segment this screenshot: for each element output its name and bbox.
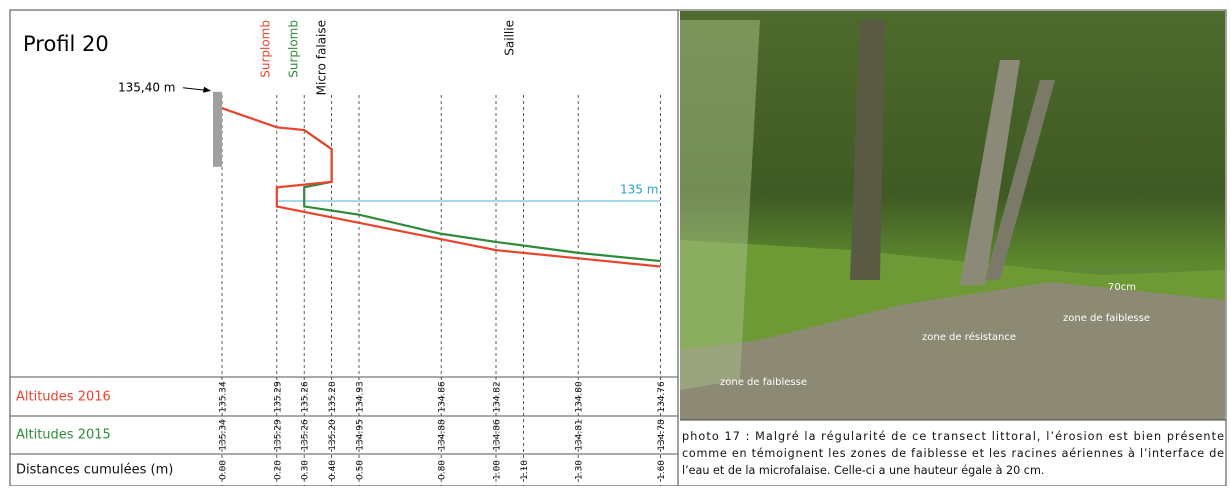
photo-label: zone de faiblesse	[720, 377, 807, 388]
photo-label: 70cm	[1108, 282, 1136, 293]
table-value: 134.86	[493, 419, 503, 451]
caption-line: comme en témoignent les zones de faibles…	[682, 447, 1224, 460]
row-label: Altitudes 2016	[16, 390, 111, 405]
profile-title: Profil 20	[23, 32, 109, 56]
arrow-head	[203, 86, 211, 93]
caption-line: photo 17 : Malgré la régularité de ce tr…	[682, 430, 1224, 443]
table-value: 134.95	[356, 419, 366, 451]
table-value: 134.82	[493, 381, 503, 413]
reference-label: 135 m	[620, 183, 658, 197]
table-value: 135.26	[301, 419, 311, 451]
annotation: Surplomb	[259, 20, 273, 78]
table-value: 135.34	[219, 419, 229, 451]
top-label: 135,40 m	[118, 80, 176, 94]
table-value: 135.26	[301, 381, 311, 413]
table-lines	[10, 376, 678, 455]
row-label: Distances cumulées (m)	[16, 463, 173, 478]
profile-line	[221, 107, 661, 268]
annotation: Saillie	[503, 20, 517, 56]
table-value: 1.60	[657, 460, 667, 480]
table-value: 134.76	[657, 381, 667, 413]
table-value: 135.20	[328, 381, 338, 413]
table-value: 134.93	[356, 381, 366, 413]
table-value: 135.29	[273, 419, 283, 451]
table-value: 1.30	[575, 460, 585, 480]
table-value: 134.86	[438, 381, 448, 413]
photo-label: zone de faiblesse	[1063, 313, 1150, 324]
table-value: 0.50	[356, 460, 366, 480]
table-value: 135.34	[219, 381, 229, 413]
table-value: 0.30	[301, 460, 311, 480]
row-label: Altitudes 2015	[16, 428, 111, 443]
annotation: Surplomb	[287, 20, 301, 78]
photo-label: zone de résistance	[922, 331, 1016, 343]
table-value: 0.40	[328, 460, 338, 480]
table-value: 0.00	[219, 460, 229, 480]
table-value: 0.80	[438, 460, 448, 480]
table-value: 135.20	[328, 419, 338, 451]
table-value: 1.10	[520, 460, 530, 480]
table-value: 1.00	[493, 460, 503, 480]
caption-line: l’eau et de la microfalaise. Celle-ci a …	[682, 464, 1044, 477]
profile-line	[303, 129, 661, 263]
wall	[213, 91, 222, 167]
table-value: 134.78	[657, 419, 667, 451]
table-value: 134.88	[438, 419, 448, 451]
table-value: 0.20	[273, 460, 283, 480]
table-value: 134.80	[575, 381, 585, 413]
table-value: 135.29	[273, 381, 283, 413]
table-value: 134.81	[575, 419, 585, 451]
annotation: Micro falaise	[315, 20, 329, 95]
photo	[680, 11, 1225, 420]
